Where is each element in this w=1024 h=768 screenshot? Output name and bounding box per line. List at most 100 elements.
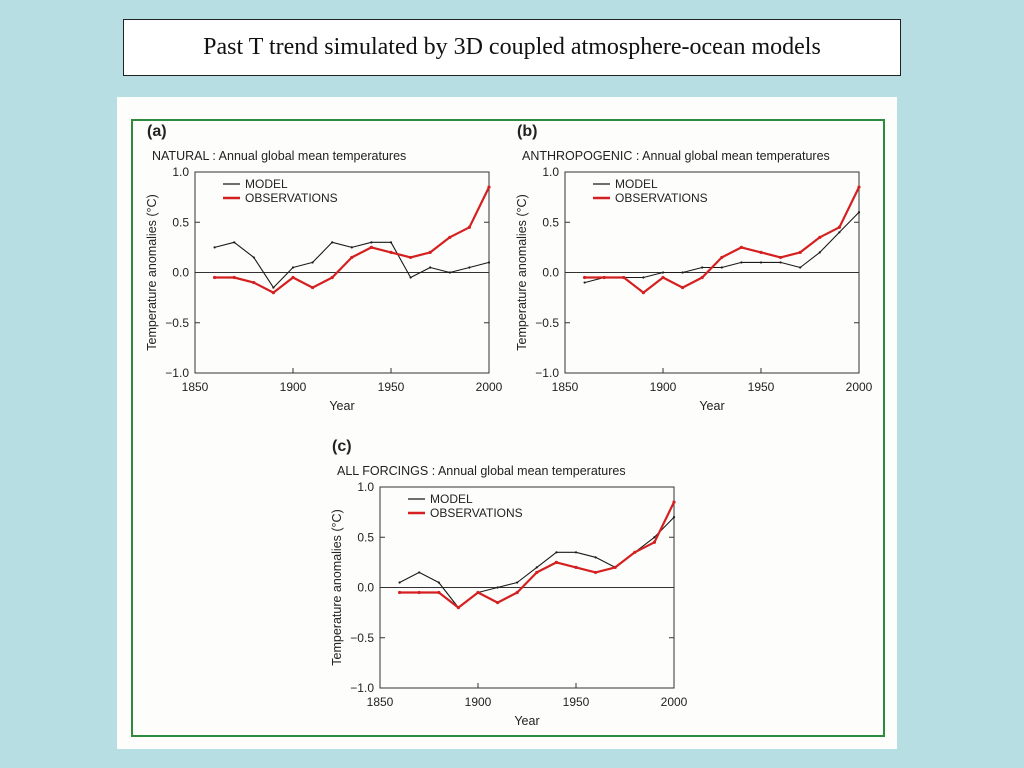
model-point	[418, 571, 421, 574]
observations-point	[330, 275, 334, 280]
slide-title: Past T trend simulated by 3D coupled atm…	[123, 19, 901, 76]
observations-point	[652, 540, 656, 544]
model-line	[214, 241, 490, 289]
observations-point	[818, 235, 822, 239]
observations-point	[622, 275, 626, 280]
observations-point	[857, 185, 861, 189]
model-point	[583, 281, 586, 284]
observations-point	[602, 275, 606, 280]
model-point	[487, 261, 491, 264]
x-axis-title: Year	[699, 399, 724, 413]
model-point	[672, 516, 676, 519]
model-point	[642, 276, 645, 279]
observations-point	[487, 185, 491, 189]
model-point	[594, 556, 597, 559]
observations-point	[672, 500, 676, 504]
x-tick-label: 1950	[378, 380, 405, 394]
x-tick-label: 1900	[280, 380, 307, 394]
legend-label-model: MODEL	[615, 177, 658, 191]
model-point	[516, 581, 519, 584]
model-point	[311, 261, 314, 264]
y-tick-label: 0.5	[172, 215, 189, 229]
observations-point	[389, 250, 393, 254]
y-tick-label: 1.0	[172, 165, 189, 179]
y-tick-label: −1.0	[535, 366, 559, 380]
legend-label-model: MODEL	[430, 492, 473, 506]
x-tick-label: 2000	[661, 695, 688, 709]
panel-letter: (c)	[332, 438, 352, 455]
model-point	[857, 211, 861, 214]
x-tick-label: 1850	[367, 695, 394, 709]
model-point	[213, 246, 216, 249]
observations-point	[633, 550, 637, 554]
model-point	[409, 276, 412, 279]
model-point	[653, 536, 656, 539]
observations-point	[232, 275, 236, 280]
observations-point	[779, 255, 783, 260]
model-point	[759, 261, 763, 264]
model-point	[779, 261, 782, 264]
model-point	[468, 266, 471, 269]
model-point	[496, 586, 499, 589]
y-tick-label: 0.0	[542, 266, 559, 280]
observations-point	[213, 275, 217, 280]
model-point	[389, 241, 393, 244]
chart-title: NATURAL : Annual global mean temperature…	[152, 149, 406, 163]
chart-all-forcings: (c) ALL FORCINGS : Annual global mean tem…	[330, 438, 688, 728]
chart-title: ANTHROPOGENIC : Annual global mean tempe…	[522, 149, 830, 163]
observations-point	[583, 275, 587, 280]
observations-point	[641, 291, 645, 295]
legend-label-observations: OBSERVATIONS	[615, 191, 708, 205]
observations-point	[720, 255, 724, 260]
observations-point	[496, 600, 500, 605]
observations-point	[252, 280, 256, 285]
model-point	[799, 266, 802, 269]
y-tick-label: 1.0	[357, 480, 374, 494]
x-axis-title: Year	[329, 399, 354, 413]
model-point	[291, 266, 295, 269]
model-point	[370, 241, 373, 244]
observations-point	[613, 565, 617, 569]
legend-label-observations: OBSERVATIONS	[430, 506, 523, 520]
x-tick-label: 2000	[476, 380, 503, 394]
observations-point	[594, 570, 598, 575]
observations-point	[398, 590, 402, 595]
observations-point	[661, 275, 665, 280]
observations-point	[554, 560, 558, 564]
model-point	[429, 266, 432, 269]
y-tick-label: −0.5	[165, 316, 189, 330]
model-point	[272, 286, 275, 289]
y-tick-label: −1.0	[350, 681, 374, 695]
model-point	[233, 241, 236, 244]
observations-point	[417, 590, 421, 595]
observations-point	[476, 590, 480, 595]
y-tick-label: 0.0	[357, 581, 374, 595]
model-point	[574, 551, 578, 554]
observations-point	[837, 225, 841, 229]
observations-point	[456, 606, 460, 610]
panel-letter: (b)	[517, 123, 537, 140]
observations-point	[515, 590, 519, 595]
model-point	[838, 231, 841, 234]
model-point	[448, 271, 451, 274]
x-tick-label: 1850	[182, 380, 209, 394]
model-point	[701, 266, 704, 269]
y-tick-label: 0.0	[172, 266, 189, 280]
observations-point	[574, 565, 578, 569]
observations-point	[798, 250, 802, 254]
observations-point	[467, 225, 471, 229]
observations-point	[369, 245, 373, 249]
model-point	[535, 566, 538, 569]
model-point	[681, 271, 684, 274]
chart-natural: (a) NATURAL : Annual global mean temperat…	[145, 123, 503, 413]
observations-point	[311, 285, 315, 290]
figure-frame	[131, 119, 885, 737]
observations-point	[291, 275, 295, 280]
chart-title: ALL FORCINGS : Annual global mean temper…	[337, 464, 626, 478]
x-tick-label: 2000	[846, 380, 873, 394]
observations-point	[428, 250, 432, 254]
model-point	[720, 266, 723, 269]
observations-point	[535, 570, 539, 575]
observations-point	[739, 245, 743, 249]
x-tick-label: 1900	[465, 695, 492, 709]
